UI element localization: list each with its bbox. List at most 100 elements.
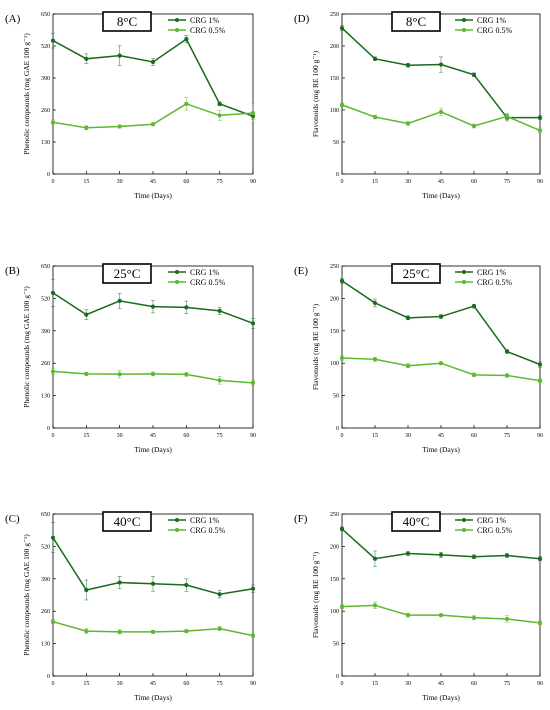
x-tick-label: 75 [217, 433, 223, 439]
data-point [339, 25, 345, 31]
plot-frame [341, 513, 541, 677]
data-point [50, 38, 56, 43]
panel-letter: (A) [5, 13, 21, 25]
y-tick-label: 0 [47, 172, 50, 178]
data-point [405, 612, 411, 618]
data-point [471, 123, 477, 129]
data-point [372, 357, 378, 362]
x-tick-label: 60 [471, 681, 477, 687]
legend-label: CRG 0.5% [477, 26, 512, 35]
panel-A: 0 130 260 390 520 650 0 15 30 45 60 75 90 Time (Days)… [5, 11, 256, 200]
y-tick-label: 520 [41, 544, 50, 550]
data-point [405, 63, 411, 68]
x-tick-label: 45 [438, 681, 444, 687]
y-tick-label: 650 [41, 264, 50, 270]
data-point [339, 102, 345, 107]
data-point [50, 290, 56, 296]
data-point [84, 56, 89, 61]
legend-marker [175, 518, 179, 522]
y-tick-label: 390 [41, 577, 50, 583]
legend-marker [175, 18, 179, 22]
data-point [438, 109, 444, 115]
data-point [217, 113, 222, 118]
x-tick-label: 90 [537, 179, 543, 185]
x-axis-label: Time (Days) [134, 191, 172, 200]
panel-letter: (E) [294, 265, 308, 277]
x-axis-label: Time (Days) [422, 191, 460, 200]
x-tick-label: 15 [372, 433, 378, 439]
data-point [117, 580, 122, 585]
panel-letter: (B) [5, 265, 20, 277]
plot-frame [341, 13, 541, 175]
data-point [184, 101, 189, 106]
data-point [217, 626, 222, 631]
x-tick-label: 45 [150, 681, 156, 687]
y-axis-label: Flavonoids (mg RE 100 g⁻¹) [311, 551, 320, 638]
y-tick-label: 150 [330, 577, 339, 583]
x-tick-label: 15 [372, 179, 378, 185]
x-tick-label: 0 [341, 681, 344, 687]
data-point [405, 121, 411, 126]
temperature-box [391, 511, 441, 532]
data-point [471, 554, 477, 559]
data-point [84, 125, 89, 130]
data-point [150, 122, 156, 127]
x-tick-label: 90 [250, 681, 256, 687]
x-tick-label: 0 [341, 179, 344, 185]
data-point [150, 581, 156, 586]
y-axis-label: Flavonoids (mg RE 100 g⁻¹) [311, 50, 320, 137]
data-point [438, 62, 444, 67]
y-axis-label: Phenolic compounds (mg GAE 100 g⁻¹) [22, 33, 31, 155]
panel-B: 0 130 260 390 520 650 0 15 30 45 60 75 90 Time (Days)… [5, 263, 256, 454]
x-tick-label: 75 [504, 681, 510, 687]
y-tick-label: 0 [47, 674, 50, 680]
legend-marker [175, 270, 179, 274]
plot-frame [52, 265, 254, 429]
data-point [250, 380, 256, 385]
series-line [341, 27, 540, 119]
y-tick-label: 260 [41, 108, 50, 114]
data-point [405, 551, 411, 556]
data-point [150, 629, 156, 634]
data-point [217, 378, 222, 383]
data-point [184, 305, 189, 310]
data-point [84, 312, 89, 317]
x-axis-label: Time (Days) [134, 693, 172, 702]
panel-letter: (C) [5, 513, 20, 525]
data-point [372, 56, 378, 61]
x-tick-label: 60 [183, 179, 189, 185]
y-tick-label: 0 [336, 172, 339, 178]
y-tick-label: 0 [47, 426, 50, 432]
y-axis-label: Phenolic compounds (mg GAE 100 g⁻¹) [22, 286, 31, 408]
data-point [250, 633, 256, 638]
legend-label: CRG 1% [190, 268, 219, 277]
y-tick-label: 130 [41, 642, 50, 648]
x-tick-label: 90 [250, 433, 256, 439]
y-tick-label: 130 [41, 394, 50, 400]
data-point [339, 355, 345, 361]
panel-letter: (F) [294, 513, 308, 525]
data-point [250, 110, 256, 116]
data-point [537, 378, 543, 383]
data-point [84, 629, 89, 634]
data-point [339, 604, 345, 609]
data-point [117, 372, 122, 377]
data-point [117, 298, 122, 303]
y-tick-label: 390 [41, 329, 50, 335]
legend-label: CRG 1% [477, 516, 506, 525]
data-point [339, 278, 345, 284]
series-line [341, 280, 541, 366]
x-axis-label: Time (Days) [422, 693, 460, 702]
plot-frame [52, 13, 254, 175]
y-tick-label: 50 [333, 642, 339, 648]
data-point [150, 59, 156, 65]
x-axis-label: Time (Days) [134, 445, 172, 454]
legend-marker [462, 518, 466, 522]
data-point [537, 128, 543, 133]
x-tick-label: 60 [183, 433, 189, 439]
data-point [537, 115, 543, 120]
y-tick-label: 260 [41, 609, 50, 615]
data-point [117, 124, 122, 129]
y-tick-label: 650 [41, 512, 50, 518]
y-tick-label: 50 [333, 394, 339, 400]
